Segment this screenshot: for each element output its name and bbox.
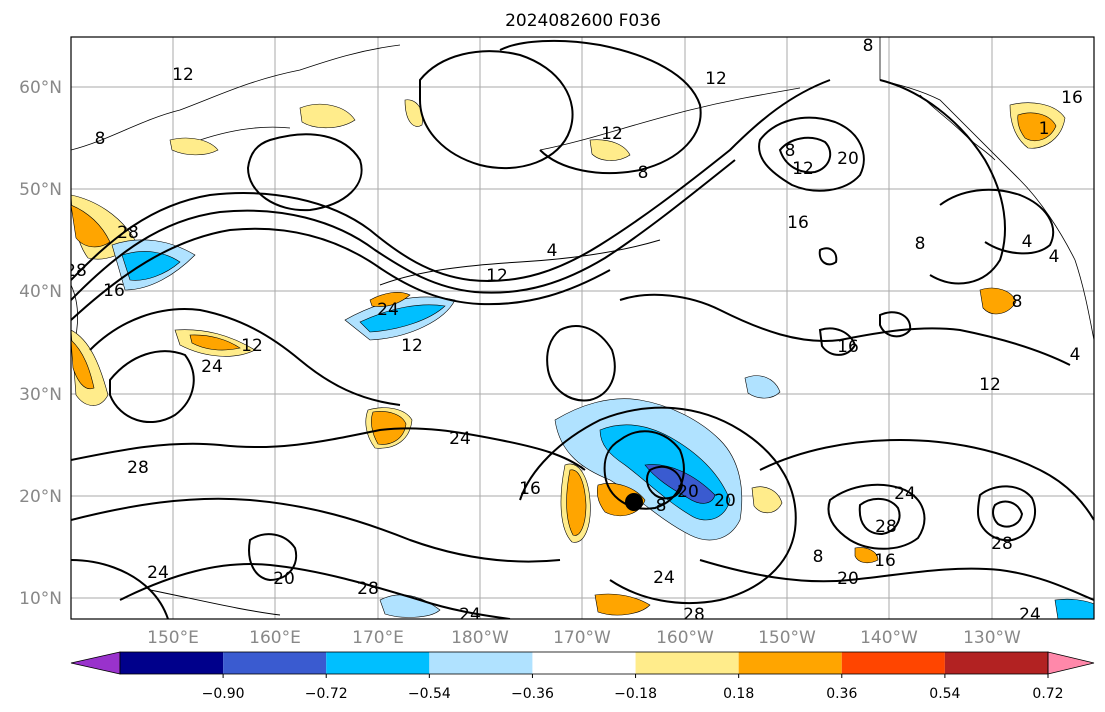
lat-tick-label: 60°N (19, 78, 62, 98)
lon-tick-label: 160°W (656, 628, 714, 648)
figure-title: 2024082600 F036 (505, 11, 661, 31)
contour-label: 24 (1019, 605, 1041, 625)
contour-label: 8 (656, 496, 667, 516)
contour-label: 8 (915, 234, 926, 254)
lat-tick-label: 30°N (19, 385, 62, 405)
contour-label: 24 (894, 484, 916, 504)
contour-label: 8 (813, 547, 824, 567)
contour-label: 8 (638, 163, 649, 183)
contour-label: 16 (103, 281, 125, 301)
lat-tick-label: 20°N (19, 487, 62, 507)
contour-label: 4 (1022, 232, 1033, 252)
colorbar-tick-label: 0.72 (1032, 686, 1063, 702)
lon-tick-label: 150°W (758, 628, 816, 648)
contour-label: 20 (273, 569, 295, 589)
lon-tick-label: 140°W (860, 628, 918, 648)
colorbar-tick-label: −0.18 (614, 686, 657, 702)
contour-label: 8 (785, 141, 796, 161)
colorbar-swatch (841, 652, 945, 674)
contour-label: 8 (95, 129, 106, 149)
colorbar-swatch (429, 652, 533, 674)
colorbar-swatch (738, 652, 842, 674)
contour-label: 24 (459, 605, 481, 625)
contour-label: 16 (519, 479, 541, 499)
contour-label: 12 (241, 336, 263, 356)
lat-tick-label: 10°N (19, 589, 62, 609)
contour-label: 16 (1061, 88, 1083, 108)
contour-label: 4 (1070, 345, 1081, 365)
lat-tick-label: 50°N (19, 180, 62, 200)
contour-label: 12 (792, 159, 814, 179)
map-frame (70, 36, 1095, 620)
lon-tick-label: 180°W (451, 628, 509, 648)
colorbar-extend-low (70, 651, 121, 675)
contour-label: 20 (677, 482, 699, 502)
contour-label: 4 (1049, 247, 1060, 267)
colorbar-tick-label: 0.54 (929, 686, 960, 702)
contour-label: 12 (601, 124, 623, 144)
longitude-labels: 150°E 160°E 170°E 180°W 170°W 160°W 150°W 140°W… (147, 628, 1021, 648)
contour-label: 24 (377, 300, 399, 320)
lon-tick-label: 130°W (963, 628, 1021, 648)
colorbar-tick-label: −0.90 (202, 686, 245, 702)
contour-label: 20 (837, 149, 859, 169)
colorbar-tick-label: 0.36 (826, 686, 857, 702)
contour-label: 28 (117, 223, 139, 243)
contour-label: 28 (875, 517, 897, 537)
lon-tick-label: 160°E (249, 628, 301, 648)
lon-tick-label: 170°W (553, 628, 611, 648)
colorbar-extend-high (1047, 651, 1095, 675)
coastlines (71, 37, 1094, 346)
contour-label: 12 (979, 375, 1001, 395)
colorbar-tick-label: 0.18 (723, 686, 754, 702)
contour-label: 16 (874, 551, 896, 571)
shaded-fields (71, 99, 1094, 619)
contour-label: 24 (147, 563, 169, 583)
colorbar-outline (119, 651, 1049, 675)
colorbar-swatch (120, 652, 224, 674)
contour-label: 24 (201, 357, 223, 377)
contour-label: 28 (127, 458, 149, 478)
contour-label: 8 (1012, 292, 1023, 312)
lon-tick-label: 170°E (352, 628, 404, 648)
contours (71, 39, 1094, 619)
contour-label: 12 (401, 336, 423, 356)
contour-label: 4 (547, 241, 558, 261)
latitude-labels: 60°N 50°N 40°N 30°N 20°N 10°N (19, 78, 62, 609)
contour-label: 24 (449, 429, 471, 449)
contour-label: 8 (863, 36, 874, 56)
lat-tick-label: 40°N (19, 282, 62, 302)
contour-label: 20 (837, 569, 859, 589)
storm-center-marker (625, 493, 643, 511)
lon-tick-label: 150°E (147, 628, 199, 648)
contour-label: 28 (683, 605, 705, 625)
colorbar-swatch (532, 652, 636, 674)
colorbar-tick-label: −0.72 (305, 686, 348, 702)
contour-label: 12 (172, 65, 194, 85)
colorbar-swatch (635, 652, 739, 674)
colorbar-swatch (944, 652, 1048, 674)
contour-label: 28 (991, 534, 1013, 554)
contour-label: 16 (837, 337, 859, 357)
colorbar-swatch (326, 652, 430, 674)
contour-label: 28 (65, 261, 87, 281)
contour-label: 12 (705, 69, 727, 89)
colorbar-tick-label: −0.54 (408, 686, 451, 702)
colorbar: −0.90 −0.72 −0.54 −0.36 −0.18 0.18 0.36 0.54 0.7… (70, 651, 1095, 702)
contour-label: 12 (486, 266, 508, 286)
colorbar-swatch (223, 652, 327, 674)
contour-label: 16 (787, 213, 809, 233)
thin-contours (149, 239, 661, 616)
contour-label: 20 (714, 491, 736, 511)
contour-label: 1 (1039, 119, 1050, 139)
contour-label: 24 (653, 568, 675, 588)
contour-label: 28 (357, 579, 379, 599)
colorbar-tick-label: −0.36 (511, 686, 554, 702)
